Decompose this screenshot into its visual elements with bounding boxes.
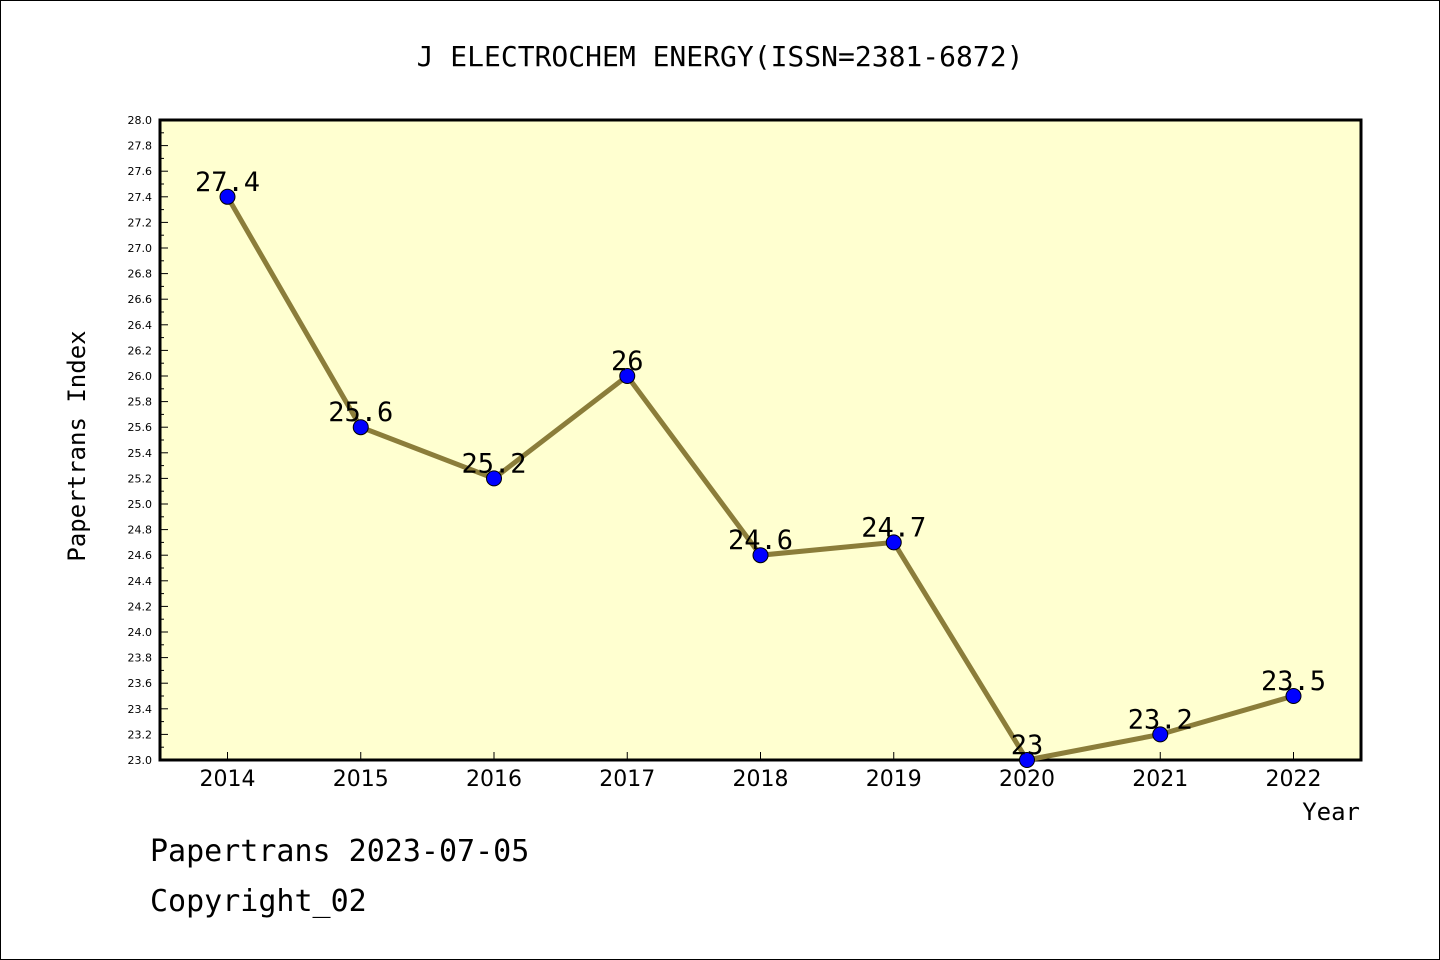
data-label: 23.2 (1128, 704, 1193, 735)
x-axis-label: Year (1302, 798, 1360, 826)
y-tick-label: 24.0 (128, 626, 153, 639)
y-tick-label: 27.4 (128, 191, 153, 204)
data-label: 25.2 (461, 448, 526, 479)
y-tick-label: 25.2 (128, 472, 153, 485)
chart-title: J ELECTROCHEM ENERGY(ISSN=2381-6872) (417, 40, 1024, 73)
data-label: 23 (1011, 730, 1044, 761)
data-point (619, 368, 636, 384)
y-tick-label: 24.4 (128, 575, 153, 588)
y-tick-label: 23.8 (128, 652, 153, 665)
y-tick-label: 27.0 (128, 242, 153, 255)
data-label: 24.7 (861, 512, 926, 543)
data-point (352, 419, 369, 436)
data-point (885, 534, 902, 551)
x-tick-label: 2016 (466, 767, 522, 792)
y-tick-label: 23.0 (128, 754, 153, 767)
y-axis-label: Papertrans Index (63, 330, 91, 561)
y-tick-label: 24.6 (128, 549, 153, 562)
y-tick-label: 26.2 (128, 344, 153, 357)
y-tick-label: 26.8 (128, 268, 153, 281)
y-tick-label: 23.4 (128, 703, 153, 716)
data-point (752, 547, 769, 564)
footer-date-text: Papertrans 2023-07-05 (150, 834, 530, 869)
y-tick-label: 23.6 (128, 677, 153, 690)
y-tick-label: 25.8 (128, 396, 153, 409)
series-layer: 27.4 25.6 25.2 26 24.6 24.7 23 23.2 23.5 (195, 167, 1326, 768)
y-tick-label: 26.0 (128, 370, 153, 383)
data-label: 26 (611, 346, 644, 377)
y-tick-label: 26.4 (128, 319, 153, 332)
x-tick-label: 2017 (599, 767, 655, 792)
x-tick-label: 2014 (200, 767, 256, 792)
x-tick-label: 2020 (999, 767, 1055, 792)
data-label: 27.4 (195, 167, 260, 198)
y-tick-label: 24.2 (128, 600, 153, 613)
y-tick-label: 27.6 (128, 165, 153, 178)
y-tick-label: 28.0 (128, 114, 153, 127)
x-tick-label: 2021 (1132, 767, 1188, 792)
y-tick-label: 27.2 (128, 216, 153, 229)
data-point (486, 470, 502, 487)
y-axis: 23.0 23.2 23.4 23.6 23.8 24.0 24.2 24.4 24.6 24.8… (128, 114, 168, 767)
x-axis: 2014 2015 2016 2017 2018 2019 2020 2021 2022 (200, 752, 1322, 792)
y-tick-label: 25.4 (128, 447, 153, 460)
x-tick-label: 2019 (866, 767, 922, 792)
y-tick-label: 27.8 (128, 140, 153, 153)
y-tick-label: 23.2 (128, 728, 153, 741)
data-point (219, 188, 236, 205)
data-point (1152, 726, 1169, 743)
data-point (1285, 688, 1302, 704)
data-label: 24.6 (728, 525, 793, 556)
data-label: 25.6 (328, 397, 393, 428)
x-tick-label: 2018 (733, 767, 789, 792)
y-tick-label: 25.6 (128, 421, 153, 434)
plot-area (158, 118, 1363, 762)
y-tick-label: 25.0 (128, 498, 153, 511)
x-tick-label: 2022 (1266, 767, 1322, 792)
x-tick-label: 2015 (333, 767, 389, 792)
y-tick-label: 26.6 (128, 293, 153, 306)
footer-copyright-text: Copyright_02 (150, 884, 367, 919)
y-tick-label: 24.8 (128, 524, 153, 537)
data-point (1019, 752, 1035, 768)
data-label: 23.5 (1261, 666, 1326, 697)
